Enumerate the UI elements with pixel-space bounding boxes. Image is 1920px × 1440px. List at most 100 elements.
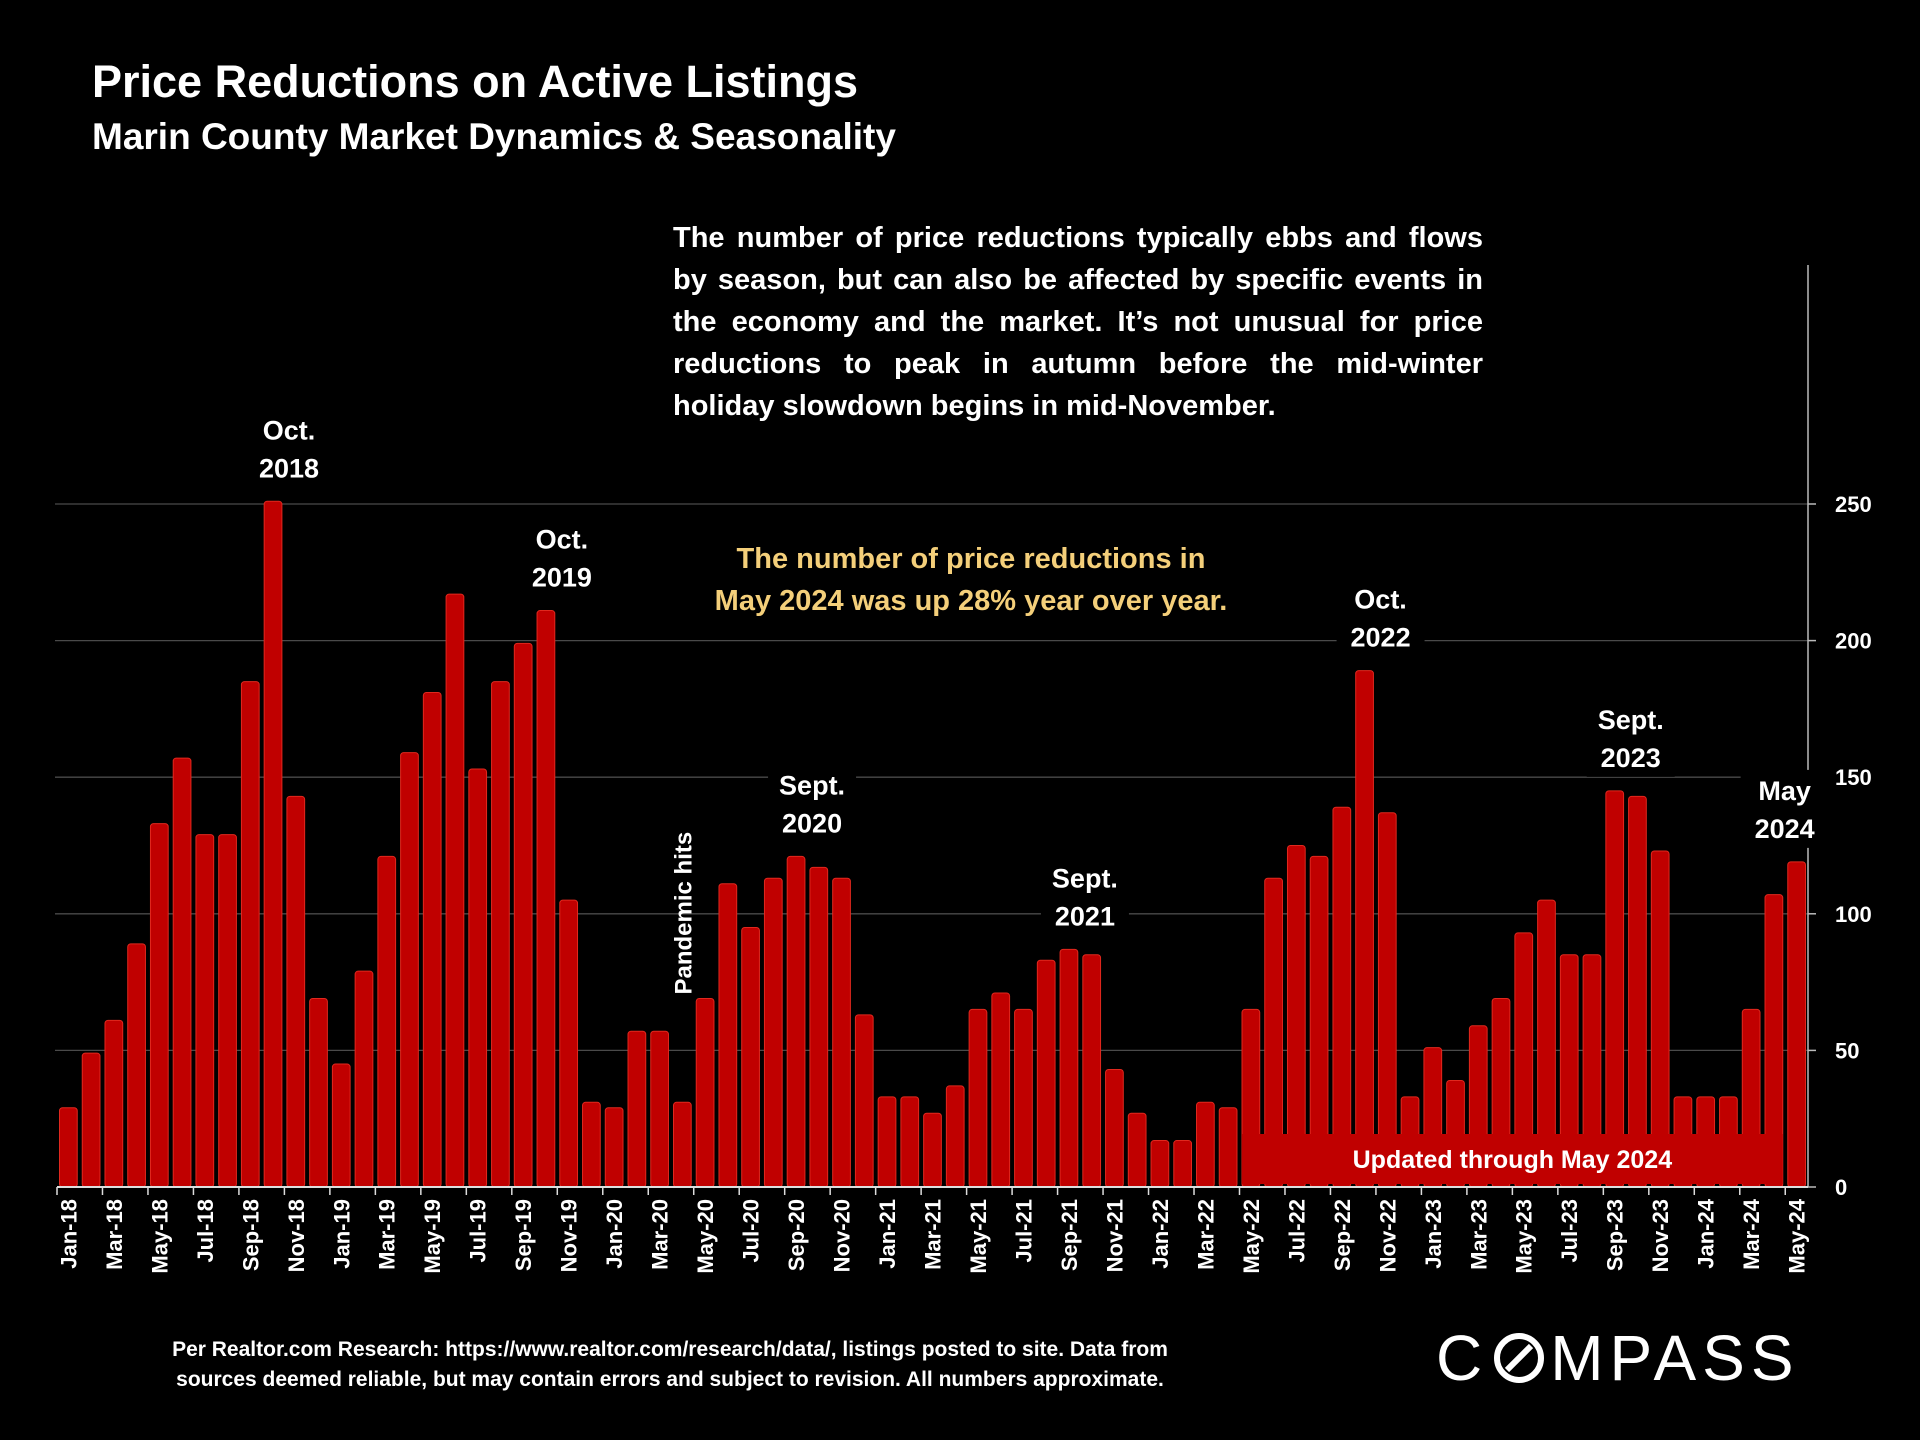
bar	[786, 855, 806, 1188]
logo-letters-mpass: MPASS	[1550, 1322, 1800, 1394]
x-tick-label: Jan-24	[1694, 1198, 1719, 1268]
highlight-line-1: The number of price reductions in	[736, 543, 1206, 575]
x-tick-label: Jan-21	[875, 1199, 900, 1269]
x-tick-label: Mar-19	[375, 1199, 400, 1270]
bar	[877, 1096, 897, 1188]
event-label: Pandemic hits	[670, 832, 697, 995]
bar	[468, 768, 488, 1188]
x-tick-label: Jan-19	[329, 1199, 354, 1269]
annotation-bg	[768, 764, 857, 843]
bar	[832, 877, 851, 1188]
annotation-label: Oct.	[536, 525, 589, 555]
bar	[809, 866, 829, 1188]
x-tick-label: Nov-18	[284, 1199, 309, 1272]
annotation-label: 2024	[1755, 814, 1815, 844]
bar	[59, 1107, 78, 1188]
x-tick-label: Sep-19	[511, 1199, 536, 1271]
bar	[1377, 812, 1397, 1188]
x-tick-label: Mar-22	[1193, 1199, 1218, 1270]
bar	[377, 855, 397, 1188]
x-tick-label: May-23	[1512, 1199, 1537, 1274]
annotation-bg	[517, 518, 606, 597]
annotation-bg	[1586, 698, 1675, 777]
annotation-label: May	[1758, 776, 1811, 806]
chart-title: Price Reductions on Active Listings	[92, 56, 858, 107]
bar	[1196, 1101, 1215, 1188]
x-tick-label: Jul-23	[1557, 1199, 1582, 1263]
bar	[582, 1101, 601, 1188]
compass-logo: C MPASS	[1436, 1318, 1800, 1398]
bar	[1332, 806, 1352, 1188]
x-tick-label: Sep-21	[1057, 1199, 1082, 1271]
x-tick-label: Mar-24	[1739, 1198, 1764, 1270]
bar	[1628, 795, 1647, 1188]
annotation-label: 2021	[1055, 901, 1115, 931]
x-tick-label: Nov-20	[830, 1199, 855, 1272]
bar	[218, 834, 237, 1188]
bar	[354, 970, 374, 1188]
annotation-label: Sept.	[1598, 705, 1664, 735]
banner-text: Updated through May 2024	[1353, 1146, 1673, 1174]
x-tick-label: Mar-18	[102, 1199, 127, 1270]
bar	[309, 997, 328, 1188]
bar	[1059, 948, 1079, 1188]
chart-subtitle: Marin County Market Dynamics & Seasonali…	[92, 116, 896, 157]
bar	[604, 1107, 624, 1188]
bar	[513, 642, 533, 1188]
bar	[240, 681, 260, 1188]
bar	[1173, 1140, 1193, 1188]
bar	[400, 752, 419, 1188]
source-line-1: Per Realtor.com Research: https://www.re…	[172, 1338, 1168, 1361]
bar	[1036, 959, 1056, 1188]
y-tick-label: 250	[1835, 492, 1872, 517]
compass-o-icon	[1494, 1333, 1545, 1383]
bar	[1787, 861, 1806, 1188]
x-tick-label: Jan-18	[56, 1199, 81, 1269]
x-tick-label: Sep-18	[238, 1199, 263, 1271]
y-tick-label: 200	[1835, 629, 1872, 654]
bar	[718, 883, 738, 1188]
bar	[1014, 1008, 1033, 1188]
bar	[104, 1019, 124, 1188]
bar	[172, 757, 192, 1188]
annotation-label: 2022	[1351, 623, 1411, 653]
x-tick-label: Jul-20	[739, 1199, 764, 1263]
annotation-label: 2020	[782, 808, 842, 838]
x-tick-label: May-24	[1785, 1198, 1810, 1273]
x-tick-label: Jul-18	[193, 1199, 218, 1263]
bar	[445, 593, 465, 1188]
y-tick-label: 150	[1835, 765, 1872, 790]
annotation-bg	[1336, 578, 1425, 657]
y-tick-label: 100	[1835, 902, 1872, 927]
y-tick-label: 50	[1835, 1038, 1859, 1063]
bar	[559, 899, 579, 1188]
x-tick-label: Jan-23	[1421, 1199, 1446, 1269]
bar	[627, 1030, 647, 1188]
annotation-label: 2019	[532, 563, 592, 593]
x-tick-label: Jul-22	[1284, 1199, 1309, 1263]
bar	[1082, 954, 1102, 1188]
bar	[695, 997, 715, 1188]
x-tick-label: Mar-20	[648, 1199, 673, 1270]
banner-bg	[1241, 1134, 1783, 1184]
bar	[650, 1030, 669, 1188]
x-tick-label: Nov-22	[1375, 1199, 1400, 1272]
x-tick-label: May-20	[693, 1199, 718, 1274]
bar	[1150, 1140, 1170, 1188]
x-tick-label: May-21	[966, 1199, 991, 1274]
bar	[331, 1063, 351, 1188]
annotation-bg	[1740, 769, 1829, 848]
bar	[286, 795, 306, 1188]
bar	[263, 500, 283, 1188]
bar	[763, 877, 783, 1188]
x-tick-label: May-18	[147, 1199, 172, 1274]
annotation-label: Sept.	[1052, 863, 1118, 893]
bar	[149, 823, 169, 1188]
x-tick-label: Sep-20	[784, 1199, 809, 1271]
x-tick-label: Sep-22	[1330, 1199, 1355, 1271]
bar	[1605, 790, 1625, 1188]
x-tick-label: Sep-23	[1603, 1199, 1628, 1271]
bar	[968, 1008, 988, 1188]
bar	[81, 1052, 101, 1188]
